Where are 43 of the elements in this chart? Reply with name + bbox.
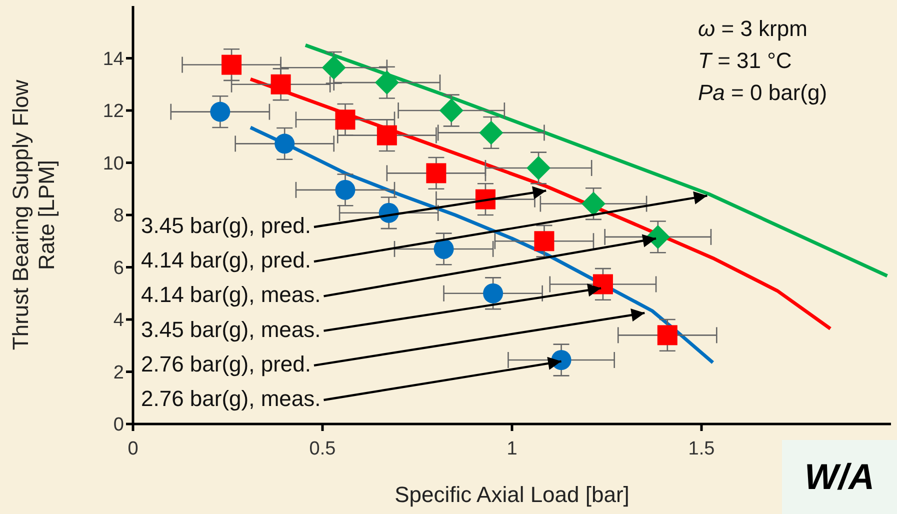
annotation: ω = 3 krpm: [698, 16, 808, 41]
y-tick-label: 0: [113, 414, 124, 436]
point: [376, 125, 397, 146]
point: [335, 110, 356, 130]
point: [526, 156, 551, 180]
y-tick-label: 12: [102, 101, 124, 122]
x-tick-label: 0: [128, 438, 138, 460]
x-tick-label: 1: [506, 438, 518, 460]
annotation: 4.14 bar(g), meas.: [141, 282, 321, 308]
text: W/A: [782, 440, 897, 514]
point: [374, 70, 399, 95]
point: [592, 274, 613, 294]
x-tick-label: 0.5: [309, 438, 336, 460]
y-tick-label: 6: [113, 258, 124, 279]
point: [222, 54, 242, 75]
y-axis-title: Thrust Bearing Supply Flow Rate [LPM]: [8, 80, 59, 350]
point: [439, 98, 464, 122]
point: [479, 120, 504, 145]
y-tick-label: 2: [113, 362, 124, 384]
annotation: 4.14 bar(g), pred.: [141, 248, 311, 273]
annotation: 2.76 bar(g), pred.: [141, 351, 311, 376]
annotation: 3.45 bar(g), pred.: [141, 213, 311, 238]
annotation: T = 31 °C: [698, 48, 792, 73]
annotation: 2.76 bar(g), meas.: [141, 386, 321, 411]
y-tick-label: 4: [113, 310, 124, 332]
annotation: Pa = 0 bar(g): [698, 80, 828, 105]
point: [322, 56, 346, 80]
x-axis-title: Specific Axial Load [bar]: [394, 482, 630, 507]
point: [270, 74, 291, 94]
x-tick-label: 1.5: [688, 438, 715, 460]
y-tick-label: 8: [113, 206, 124, 227]
annotation: 3.45 bar(g), meas.: [141, 316, 321, 342]
point: [581, 192, 606, 216]
point: [426, 163, 446, 184]
point: [534, 231, 554, 252]
point: [483, 283, 504, 304]
point: [274, 134, 295, 154]
point: [210, 102, 230, 122]
point: [657, 325, 678, 346]
y-tick-label: 10: [102, 153, 124, 174]
point: [434, 238, 454, 259]
point: [335, 180, 356, 200]
y-tick-label: 14: [102, 48, 124, 70]
